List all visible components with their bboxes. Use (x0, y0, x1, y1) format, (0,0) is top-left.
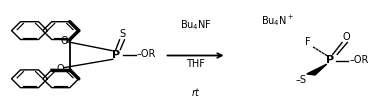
Text: S: S (119, 29, 125, 39)
Text: –OR: –OR (136, 49, 156, 59)
Text: Bu$_4$N$^+$: Bu$_4$N$^+$ (260, 13, 294, 28)
Text: rt: rt (192, 88, 200, 98)
Text: F: F (305, 37, 311, 47)
Text: –S: –S (295, 75, 306, 85)
Text: O: O (60, 36, 68, 46)
Text: –OR: –OR (349, 55, 369, 65)
Text: Bu$_4$NF: Bu$_4$NF (180, 18, 212, 32)
Polygon shape (307, 64, 327, 75)
Text: O: O (343, 32, 350, 42)
Text: THF: THF (186, 59, 205, 69)
Text: P: P (325, 55, 334, 65)
Text: O: O (57, 64, 65, 74)
Text: P: P (112, 50, 120, 60)
